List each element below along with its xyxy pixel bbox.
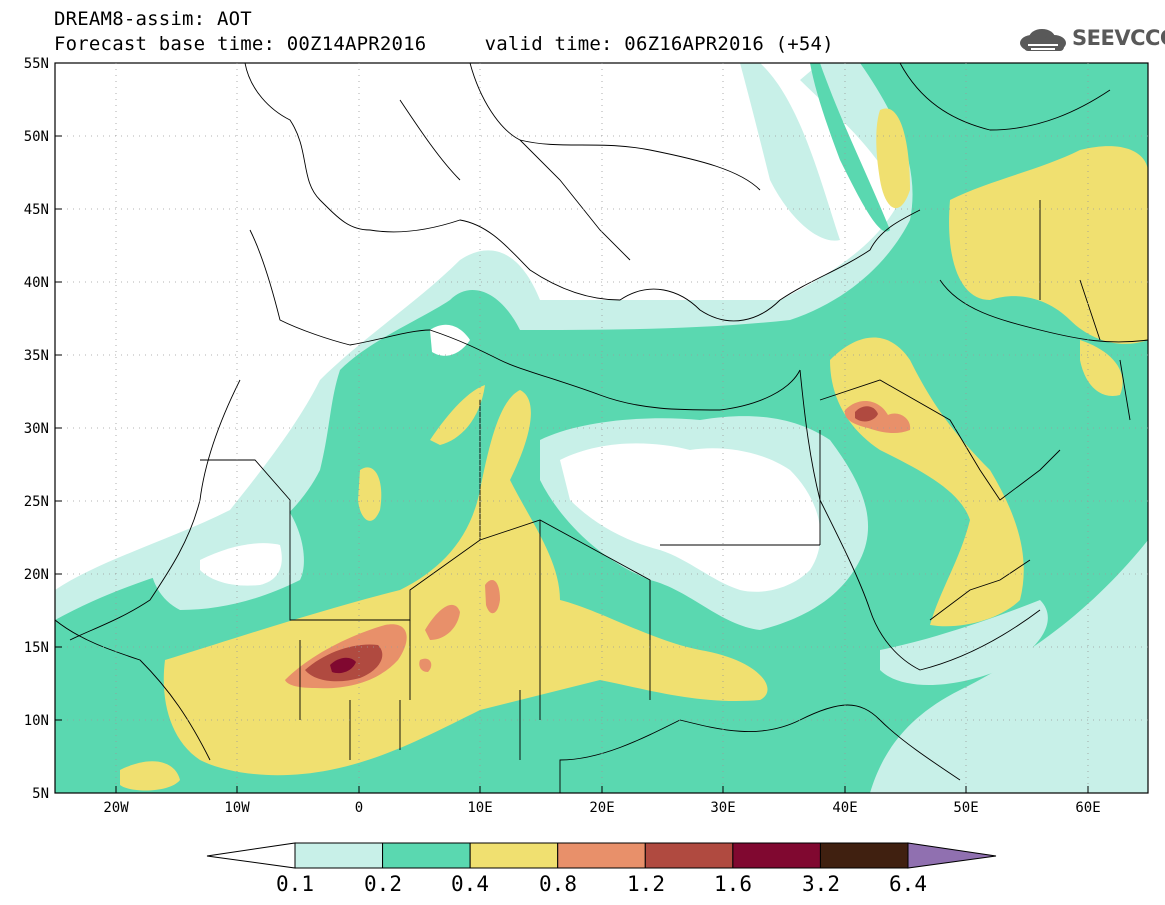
map-ticks (55, 62, 1089, 794)
aot-clear-patches (200, 324, 821, 592)
colorbar-label-1.2: 1.2 (627, 872, 665, 896)
lon-label-20w: 20W (103, 800, 129, 816)
aot-band-1.6 (330, 657, 356, 674)
colorbar-under-triangle (206, 842, 296, 869)
colorbar-label-0.4: 0.4 (451, 872, 489, 896)
lat-label-25n: 25N (24, 494, 49, 510)
lon-label-40e: 40E (832, 800, 857, 816)
lat-label-10n: 10N (24, 713, 49, 729)
country-borders (55, 63, 1148, 793)
logo-text: SEEVCCC (1072, 26, 1165, 50)
colorbar-box-0.4 (469, 842, 559, 869)
colorbar-label-0.2: 0.2 (364, 872, 402, 896)
forecast-time-info: Forecast base time: 00Z14APR2016 valid t… (54, 33, 834, 55)
lat-label-50n: 50N (24, 129, 49, 145)
colorbar-over-triangle (907, 842, 997, 869)
lat-label-40n: 40N (24, 275, 49, 291)
colorbar-label-0.8: 0.8 (539, 872, 577, 896)
colorbar-label-6.4: 6.4 (889, 872, 927, 896)
colorbar-box-0.2 (382, 842, 471, 869)
lat-label-45n: 45N (24, 202, 49, 218)
colorbar-box-1.6 (732, 842, 821, 869)
lon-label-50e: 50E (953, 800, 978, 816)
lon-label-0: 0 (355, 800, 363, 816)
longitude-labels: 20W 10W 0 10E 20E 30E 40E 50E 60E (103, 800, 1100, 816)
colorbar-label-0.1: 0.1 (276, 872, 314, 896)
map-gridlines (55, 63, 1148, 793)
lat-label-15n: 15N (24, 640, 49, 656)
lat-label-30n: 30N (24, 421, 49, 437)
latitude-labels: 55N 50N 45N 40N 35N 30N 25N 20N 15N 10N … (24, 56, 49, 802)
lon-label-10w: 10W (224, 800, 250, 816)
colorbar-label-3.2: 3.2 (802, 872, 840, 896)
colorbar-label-1.6: 1.6 (714, 872, 752, 896)
lat-label-35n: 35N (24, 348, 49, 364)
seevccc-logo-icon (1020, 29, 1066, 51)
colorbar-box-3.2 (819, 842, 909, 869)
colorbar-box-0.8 (557, 842, 646, 869)
lon-label-10e: 10E (467, 800, 492, 816)
lon-label-60e: 60E (1075, 800, 1100, 816)
lat-label-55n: 55N (24, 56, 49, 72)
lon-label-30e: 30E (710, 800, 735, 816)
colorbar-box-0.1 (294, 842, 384, 869)
colorbar (206, 842, 997, 869)
map-title: DREAM8-assim: AOT (54, 8, 252, 30)
colorbar-box-1.2 (644, 842, 734, 869)
lat-label-20n: 20N (24, 567, 49, 583)
lon-label-20e: 20E (589, 800, 614, 816)
lat-label-5n: 5N (32, 786, 49, 802)
